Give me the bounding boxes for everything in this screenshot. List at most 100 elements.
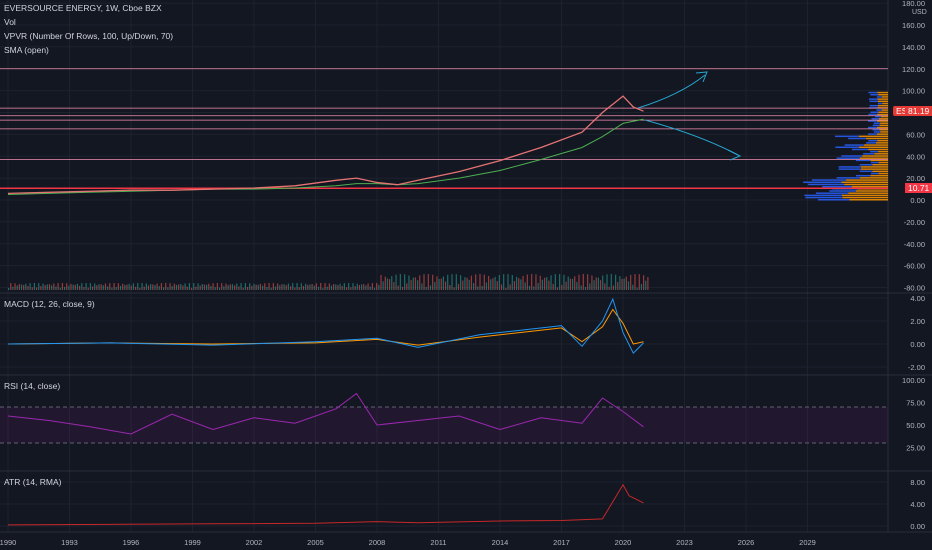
volume-bar [128, 283, 130, 290]
study-label-vol[interactable]: Vol [4, 17, 16, 27]
volume-bar [66, 283, 68, 290]
volume-bar [31, 287, 33, 290]
volume-bar [615, 274, 617, 290]
vpvr-bar-down [855, 190, 888, 192]
volume-bar [479, 274, 481, 290]
pane-title-atr[interactable]: ATR (14, RMA) [4, 477, 62, 487]
volume-bar [350, 287, 352, 290]
study-label-sma[interactable]: SMA (open) [4, 45, 49, 55]
volume-bar [25, 283, 27, 290]
volume-bar [416, 280, 419, 290]
volume-bar [464, 277, 466, 290]
vpvr-bar-down [877, 120, 888, 122]
volume-bar [253, 283, 255, 290]
volume-bar [466, 277, 468, 290]
volume-bar [421, 283, 423, 290]
vpvr-bar-up [868, 113, 878, 116]
volume-bar [289, 286, 292, 290]
volume-bar [130, 285, 132, 290]
volume-bar [87, 287, 89, 290]
vpvr-bar-down [858, 135, 888, 138]
currency-label: USD [912, 9, 927, 16]
volume-bar [257, 284, 259, 290]
volume-bar [548, 280, 550, 290]
vpvr-bar-down [862, 155, 888, 157]
volume-bar [225, 283, 227, 290]
vpvr-bar-up [868, 139, 878, 142]
volume-bar [488, 275, 490, 290]
vpvr-bar-down [860, 166, 888, 168]
volume-bar [569, 278, 572, 290]
volume-bar [326, 286, 328, 290]
volume-bar [322, 287, 324, 290]
vpvr-bar-up [804, 194, 842, 197]
vpvr-bar-up [829, 190, 856, 192]
volume-bar [285, 285, 287, 290]
volume-bar [184, 283, 186, 290]
study-label-vpvr[interactable]: VPVR (Number Of Rows, 100, Up/Down, 70) [4, 31, 174, 41]
volume-bar [122, 283, 124, 290]
price-axis-tick: -80.00 [904, 284, 925, 293]
vpvr-bar-up [815, 192, 849, 194]
volume-bar [100, 284, 102, 290]
time-axis-label: 2011 [430, 538, 446, 547]
volume-bar [623, 278, 625, 290]
volume-bar [500, 284, 503, 290]
volume-bar [203, 284, 206, 290]
vpvr-bar-down [860, 168, 888, 170]
atr-axis-tick: 8.00 [910, 478, 925, 487]
volume-bar [156, 283, 158, 290]
time-axis-label: 2023 [676, 538, 693, 547]
volume-bar [537, 282, 539, 290]
time-axis-label: 2020 [615, 538, 632, 547]
volume-bar [266, 286, 268, 290]
volume-bar [373, 287, 376, 290]
volume-bar [320, 283, 322, 290]
volume-bar [559, 274, 561, 290]
volume-bar [193, 283, 195, 290]
volume-bar [414, 277, 417, 290]
vpvr-bar-up [836, 177, 860, 179]
volume-bar [636, 287, 638, 290]
volume-bar [645, 280, 647, 290]
vpvr-bar-up [848, 137, 867, 140]
time-axis-label: 2026 [738, 538, 755, 547]
pane-title-macd[interactable]: MACD (12, 26, close, 9) [4, 299, 95, 309]
symbol-title[interactable]: EVERSOURCE ENERGY, 1W, Cboe BZX [4, 3, 162, 13]
rsi-axis-tick: 50.00 [906, 421, 925, 430]
volume-bar [57, 283, 59, 290]
annotation-arrowhead-up [695, 71, 708, 83]
time-axis-label: 2002 [246, 538, 263, 547]
volume-bar [528, 285, 531, 290]
volume-bar [218, 287, 221, 290]
vpvr-bar-down [878, 94, 888, 96]
vpvr-bar-down [877, 104, 888, 107]
vpvr-bar-down [842, 196, 888, 199]
volume-bar [580, 285, 582, 290]
volume-bar [188, 283, 191, 290]
macd-axis-tick: 2.00 [910, 317, 925, 326]
vpvr-bar-up [859, 170, 873, 173]
vpvr-bar-up [872, 129, 880, 131]
volume-bar [608, 286, 610, 290]
volume-bar [404, 274, 406, 290]
vpvr-bar-down [877, 98, 888, 100]
volume-bar [526, 274, 528, 290]
vpvr-bar-up [852, 148, 869, 151]
vpvr-bar-up [870, 161, 879, 164]
volume-bar [261, 285, 264, 290]
volume-bar [313, 285, 315, 290]
vpvr-bar-down [872, 170, 888, 173]
volume-bar [554, 274, 556, 290]
volume-bar [206, 284, 208, 290]
pane-title-rsi[interactable]: RSI (14, close) [4, 381, 61, 391]
vpvr-bar-down [879, 129, 888, 131]
volume-bar [287, 283, 290, 290]
vpvr-bar-down [848, 192, 888, 194]
volume-bar [604, 283, 606, 290]
vpvr-bar-down [866, 137, 888, 140]
vpvr-bar-up [838, 168, 861, 170]
time-axis-label: 1999 [184, 538, 201, 547]
